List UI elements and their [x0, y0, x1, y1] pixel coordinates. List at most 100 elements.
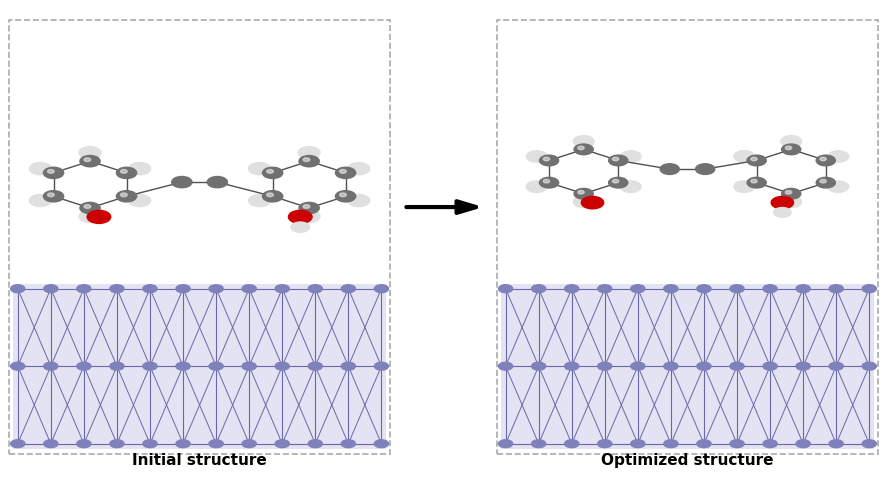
Circle shape: [619, 151, 641, 162]
Circle shape: [729, 285, 743, 293]
Circle shape: [498, 440, 512, 448]
Circle shape: [619, 181, 641, 192]
Circle shape: [795, 285, 809, 293]
Circle shape: [307, 440, 322, 448]
Circle shape: [729, 362, 743, 370]
Circle shape: [11, 362, 25, 370]
Circle shape: [242, 285, 256, 293]
Circle shape: [275, 285, 289, 293]
Circle shape: [80, 156, 100, 167]
Circle shape: [143, 285, 157, 293]
Circle shape: [498, 285, 512, 293]
Circle shape: [733, 181, 754, 192]
Circle shape: [573, 144, 593, 155]
Circle shape: [248, 163, 270, 175]
Circle shape: [663, 285, 677, 293]
Circle shape: [819, 179, 826, 183]
Circle shape: [262, 167, 283, 178]
Circle shape: [750, 157, 757, 161]
Circle shape: [29, 163, 51, 175]
Circle shape: [175, 285, 190, 293]
Circle shape: [120, 193, 127, 197]
Circle shape: [262, 191, 283, 202]
Circle shape: [299, 156, 319, 167]
Circle shape: [48, 193, 54, 197]
Circle shape: [573, 188, 593, 199]
Circle shape: [248, 194, 270, 207]
Circle shape: [80, 203, 100, 213]
Circle shape: [335, 191, 355, 202]
Circle shape: [267, 170, 273, 173]
Circle shape: [288, 211, 312, 223]
Circle shape: [79, 211, 101, 222]
Circle shape: [781, 188, 800, 199]
Circle shape: [307, 285, 322, 293]
Circle shape: [207, 176, 227, 188]
Circle shape: [116, 167, 136, 178]
Circle shape: [770, 196, 793, 209]
Circle shape: [43, 362, 58, 370]
Circle shape: [630, 440, 644, 448]
Circle shape: [43, 167, 64, 178]
Circle shape: [572, 196, 594, 208]
Circle shape: [539, 155, 558, 166]
Circle shape: [630, 362, 644, 370]
Circle shape: [87, 211, 111, 223]
Circle shape: [572, 136, 594, 147]
Circle shape: [597, 362, 611, 370]
Circle shape: [564, 362, 579, 370]
Circle shape: [291, 222, 309, 232]
Circle shape: [341, 285, 355, 293]
Circle shape: [861, 285, 875, 293]
Circle shape: [77, 285, 91, 293]
Circle shape: [531, 285, 545, 293]
Circle shape: [299, 203, 319, 213]
Circle shape: [733, 151, 754, 162]
Bar: [13, 284, 385, 449]
Circle shape: [110, 440, 124, 448]
Bar: [496, 20, 877, 454]
Circle shape: [531, 440, 545, 448]
Circle shape: [347, 194, 369, 207]
Circle shape: [815, 155, 835, 166]
Circle shape: [43, 191, 64, 202]
Circle shape: [110, 362, 124, 370]
Circle shape: [84, 158, 90, 162]
Circle shape: [531, 362, 545, 370]
Circle shape: [695, 164, 714, 175]
Circle shape: [341, 362, 355, 370]
Circle shape: [746, 155, 766, 166]
Circle shape: [762, 362, 776, 370]
Circle shape: [597, 285, 611, 293]
Circle shape: [298, 211, 320, 222]
Circle shape: [347, 163, 369, 175]
Circle shape: [128, 163, 151, 175]
Bar: [9, 20, 390, 454]
Circle shape: [784, 190, 791, 194]
Circle shape: [780, 196, 801, 208]
Circle shape: [335, 167, 355, 178]
Circle shape: [374, 362, 388, 370]
Text: Optimized structure: Optimized structure: [601, 454, 773, 468]
Circle shape: [143, 440, 157, 448]
Circle shape: [608, 155, 627, 166]
Circle shape: [630, 285, 644, 293]
Circle shape: [77, 440, 91, 448]
Circle shape: [696, 440, 711, 448]
Circle shape: [608, 177, 627, 188]
Circle shape: [828, 362, 843, 370]
Circle shape: [79, 146, 101, 159]
Circle shape: [298, 146, 320, 159]
Circle shape: [209, 362, 223, 370]
Circle shape: [762, 440, 776, 448]
Circle shape: [580, 196, 603, 209]
Circle shape: [663, 362, 677, 370]
Circle shape: [48, 170, 54, 173]
Circle shape: [762, 285, 776, 293]
Circle shape: [827, 181, 848, 192]
Circle shape: [374, 285, 388, 293]
Circle shape: [750, 179, 757, 183]
Circle shape: [861, 362, 875, 370]
Circle shape: [784, 146, 791, 150]
Circle shape: [242, 362, 256, 370]
